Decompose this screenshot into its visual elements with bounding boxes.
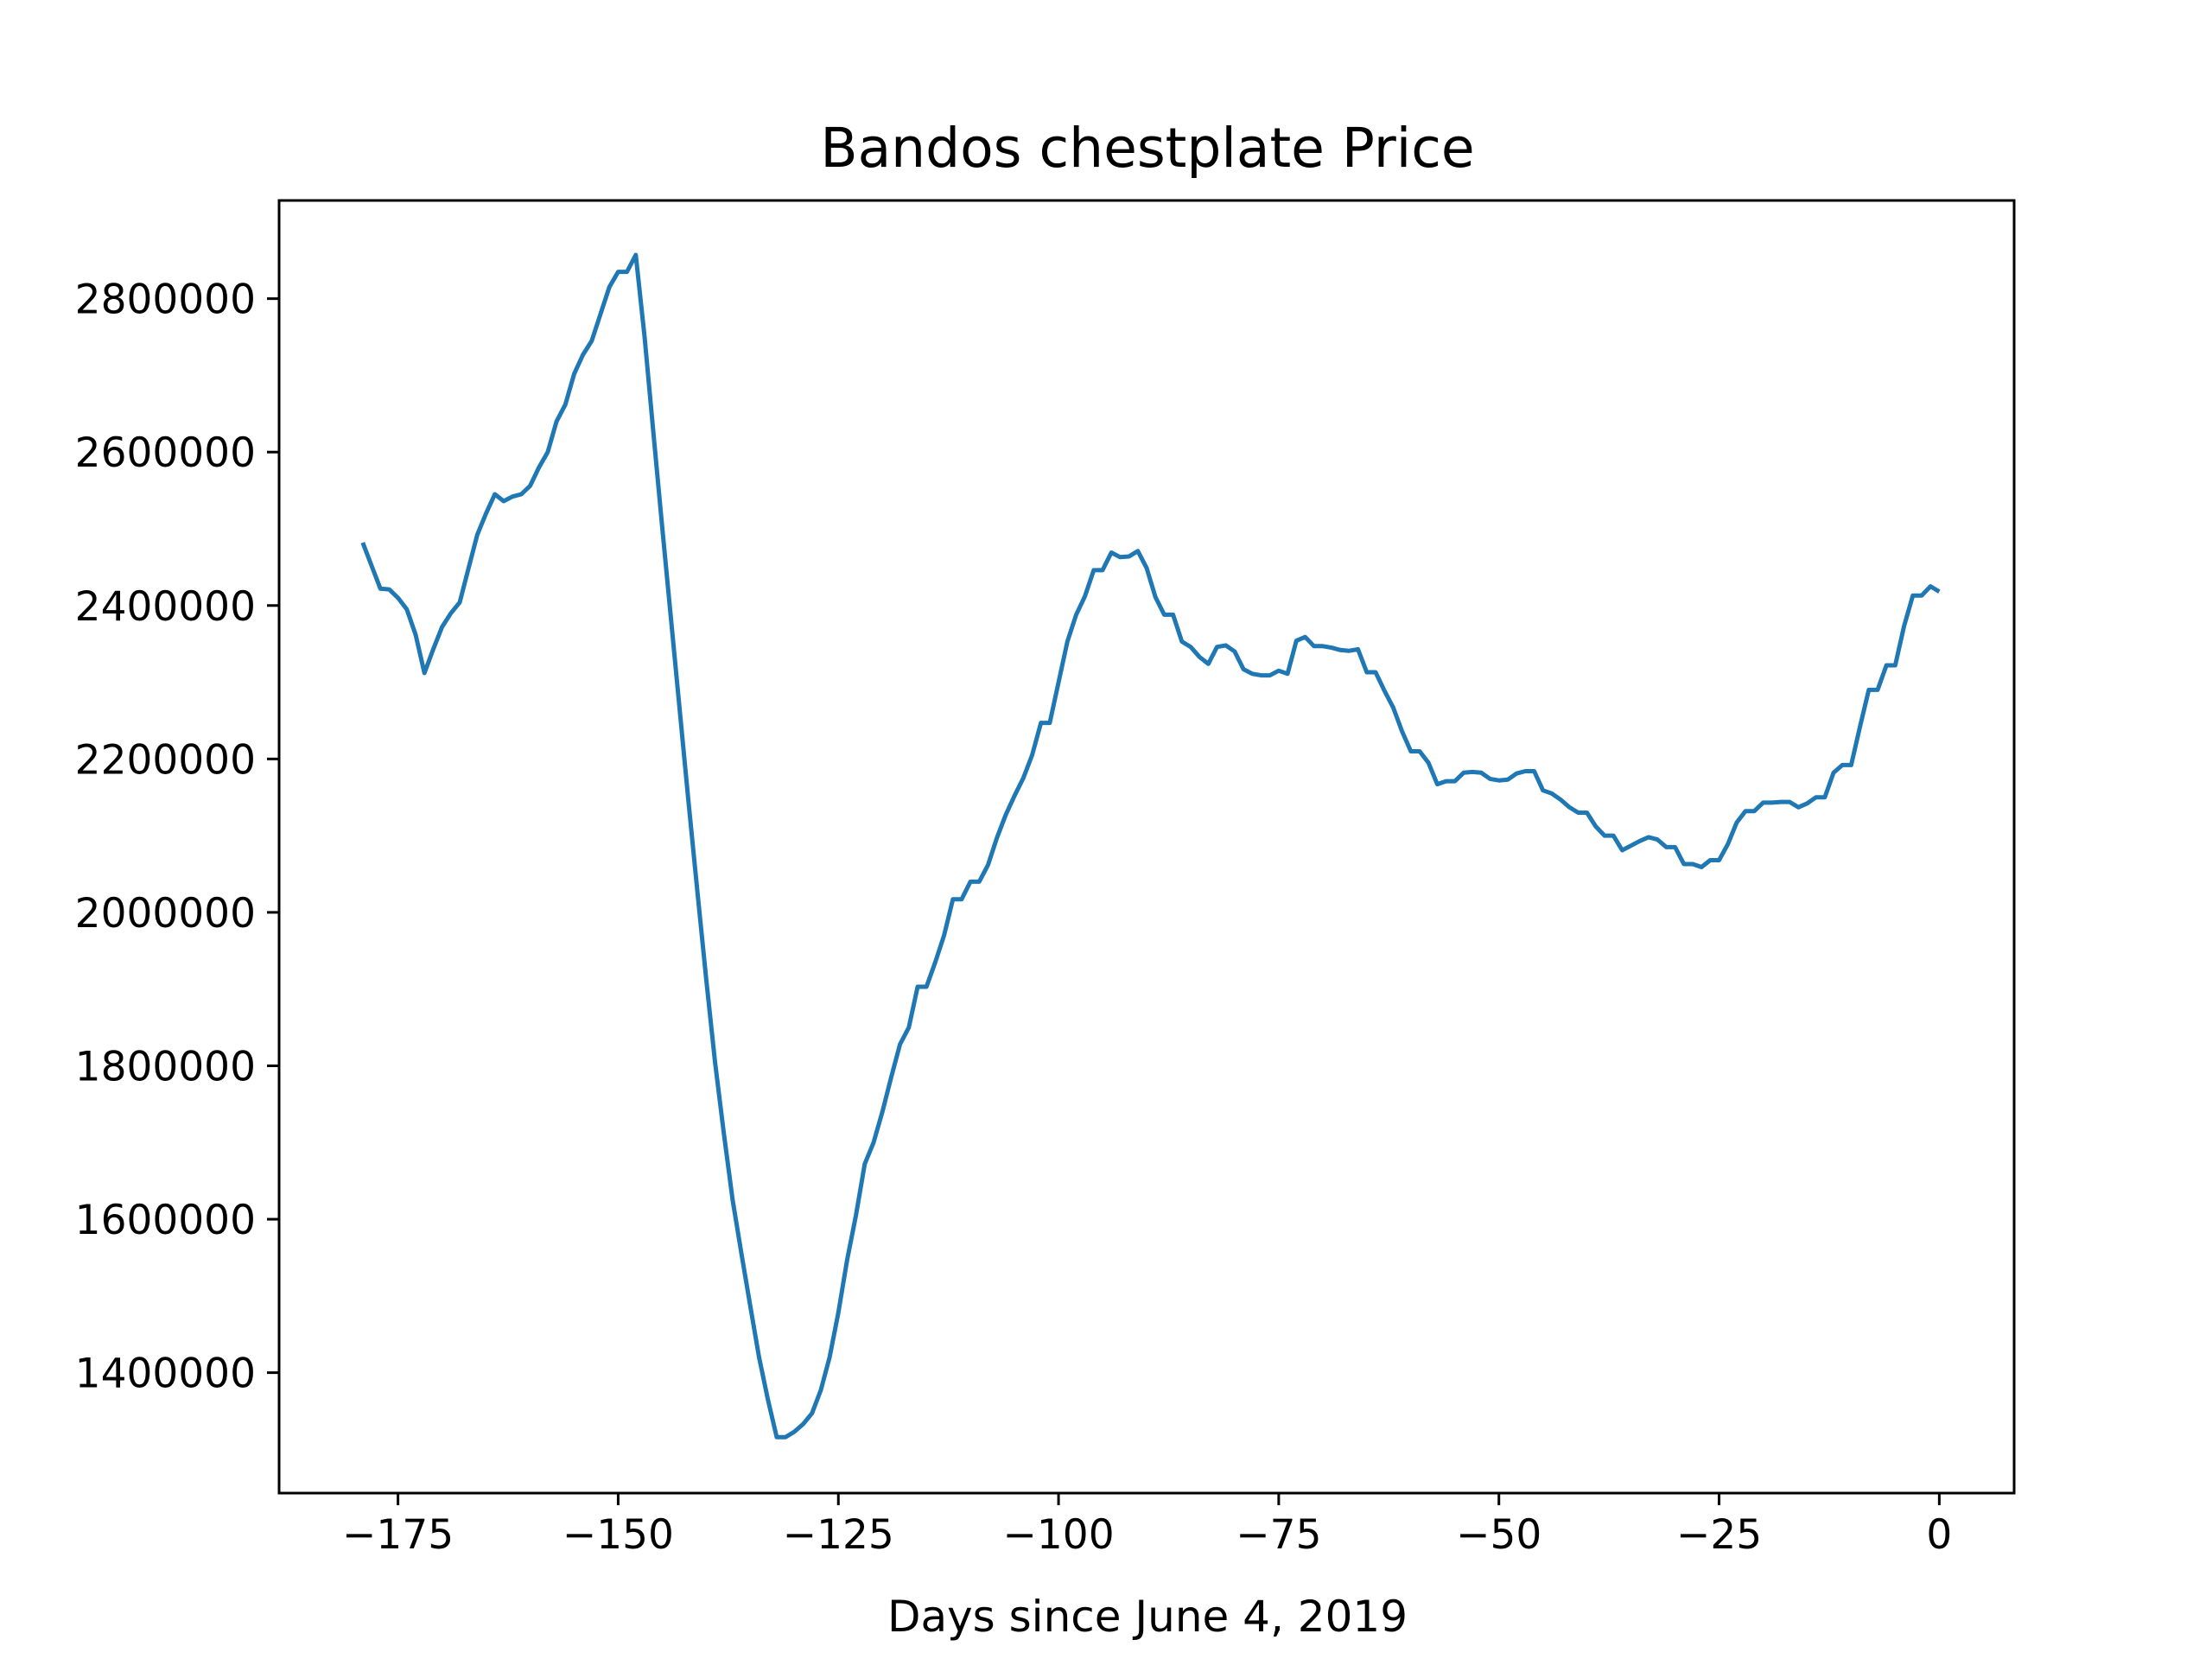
y-tick-label: 2400000 <box>75 583 256 631</box>
x-tick-label: −25 <box>1676 1511 1762 1559</box>
series-group <box>360 252 1941 1440</box>
x-tick-label: −175 <box>342 1511 454 1559</box>
y-tick-label: 1600000 <box>75 1197 256 1244</box>
x-tick-label: −150 <box>563 1511 674 1559</box>
x-tick-label: −125 <box>783 1511 894 1559</box>
y-axis: 1400000 1600000 1800000 2000000 2200000 24000… <box>75 276 279 1398</box>
y-tick-label: 2800000 <box>75 276 256 324</box>
y-tick-label: 2600000 <box>75 429 256 477</box>
plot-area-frame <box>277 199 2016 1495</box>
x-axis-label: Days since June 4, 2019 <box>887 1592 1408 1642</box>
x-tick-label: −75 <box>1236 1511 1321 1559</box>
y-tick-label: 1800000 <box>75 1043 256 1090</box>
x-tick-label: −50 <box>1456 1511 1541 1559</box>
y-tick-label: 2200000 <box>75 736 256 784</box>
y-tick-label: 1400000 <box>75 1351 256 1398</box>
x-tick-label: 0 <box>1926 1511 1952 1559</box>
x-axis: −175 −150 −125 −100 −75 −50 −25 0 <box>342 1493 1952 1559</box>
x-tick-label: −100 <box>1003 1511 1115 1559</box>
chart-title: Bandos chestplate Price <box>820 117 1474 180</box>
y-tick-label: 2000000 <box>75 890 256 938</box>
series-line <box>360 252 1941 1440</box>
